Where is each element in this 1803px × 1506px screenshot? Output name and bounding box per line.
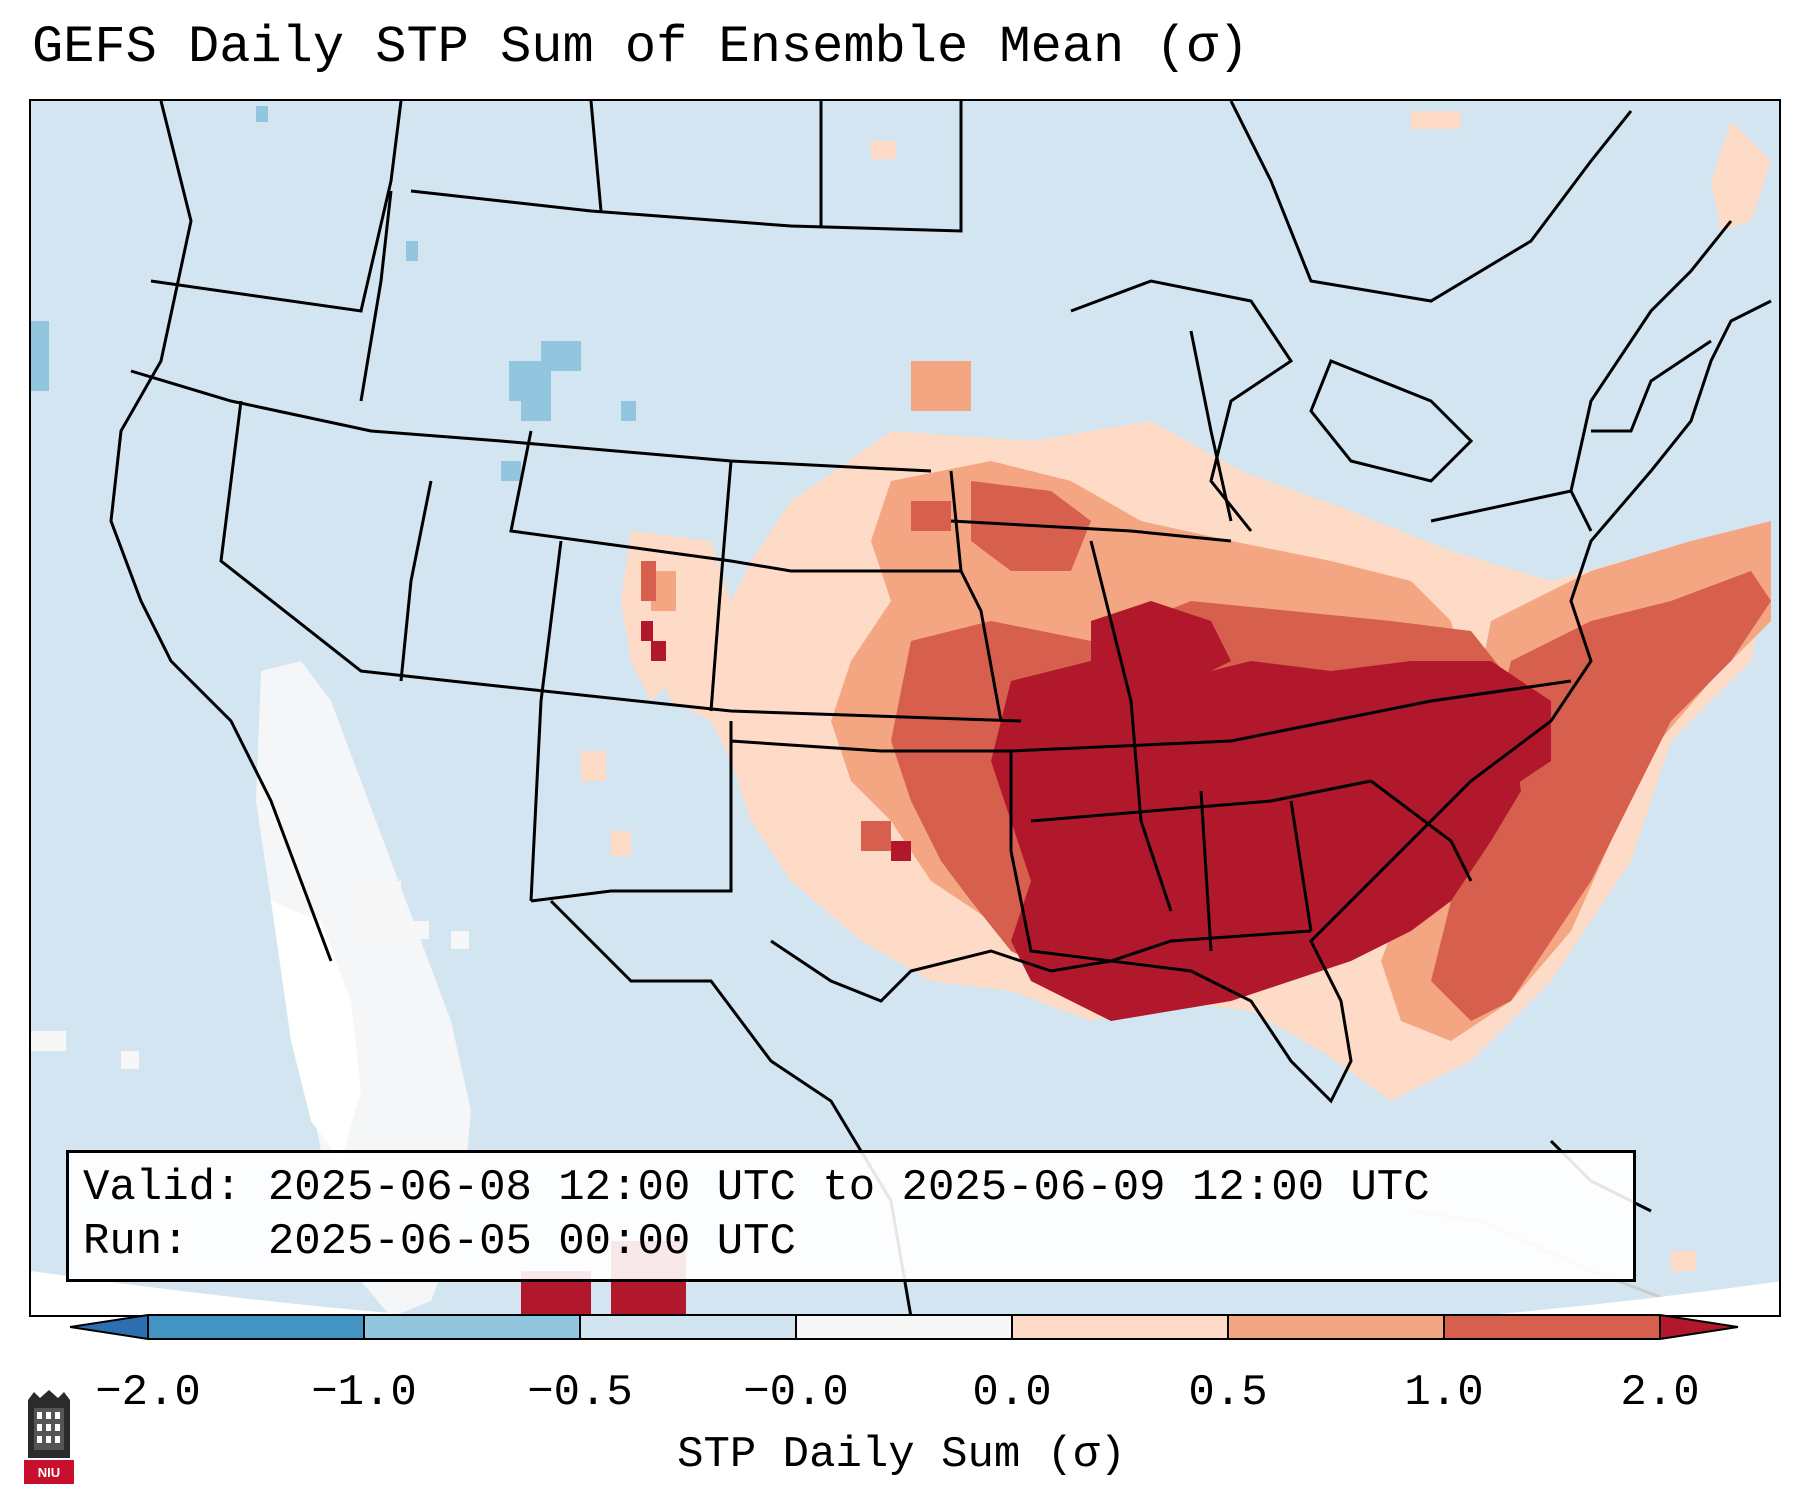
colorbar [70,1314,1739,1340]
colorbar-bin-minus-1-to-minus-0.5 [364,1315,580,1339]
university-tower-icon: NIU [24,1390,74,1484]
boundaries [109,101,1772,1315]
west-coast-line [109,101,333,962]
colorbar-bin-1-to-2 [1444,1315,1660,1339]
colorbar-bin-minus-0.5-to-0 [580,1315,796,1339]
colorbar-tick: −2.0 [95,1368,201,1418]
colorbar-label: STP Daily Sum (σ) [677,1430,1126,1480]
map-panel [29,99,1781,1317]
colorbar-bin-0.5-to-1 [1228,1315,1444,1339]
colorbar-tick: −0.0 [743,1368,849,1418]
great-lakes-outline [1070,279,1294,532]
colorbar-tick: 0.5 [1188,1368,1268,1418]
negative-anomaly-patches [31,106,636,481]
validity-info-box: Valid: 2025-06-08 12:00 UTC to 2025-06-0… [66,1150,1636,1282]
gulf-atlantic-coast [770,299,1772,1104]
colorbar-tick: 1.0 [1404,1368,1484,1418]
colorbar-bin-0-to-0.5 [1012,1315,1228,1339]
colorbar-bin-zero [796,1315,1012,1339]
colorbar-tick: 2.0 [1620,1368,1700,1418]
map-svg [31,101,1779,1315]
colorbar-bin-gt-2 [1660,1315,1738,1339]
valid-time-text: Valid: 2025-06-08 12:00 UTC to 2025-06-0… [83,1163,1430,1213]
northern-border-west [130,369,932,473]
run-time-text: Run: 2025-06-05 00:00 UTC [83,1217,796,1267]
map-title: GEFS Daily STP Sum of Ensemble Mean (σ) [32,18,1249,77]
colorbar-tick: −0.5 [527,1368,633,1418]
colorbar-tick: 0.0 [972,1368,1052,1418]
colorbar-bin-minus-2-to-minus-1 [148,1315,364,1339]
colorbar-tick: −1.0 [311,1368,417,1418]
projection-edge [31,1271,1779,1315]
colorbar-bin-lt-minus-2 [70,1315,148,1339]
logo-text: NIU [38,1465,60,1480]
